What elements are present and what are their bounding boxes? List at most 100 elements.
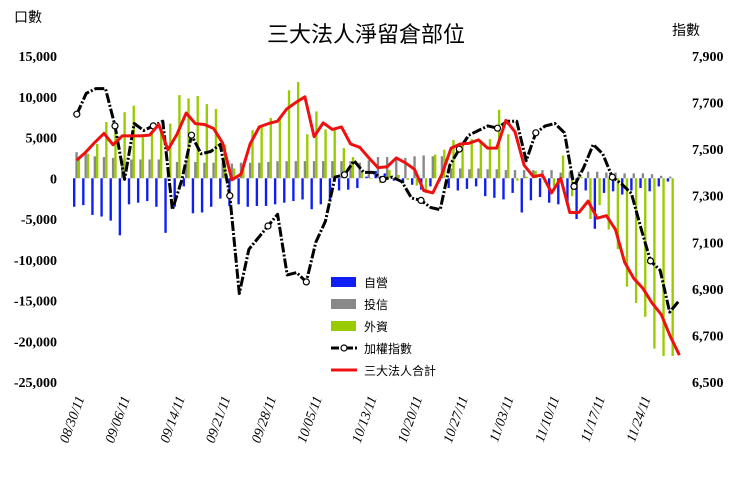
bar-trust	[614, 172, 617, 179]
bar-foreign	[470, 139, 473, 179]
x-tick-label: 11/24/11	[624, 394, 654, 444]
bar-self	[374, 170, 377, 179]
bar-self	[657, 178, 660, 187]
bar-foreign	[242, 166, 245, 179]
bar-foreign	[534, 170, 537, 179]
bar-self	[365, 176, 368, 179]
legend-label: 自營	[364, 276, 388, 290]
bar-trust	[294, 161, 297, 179]
bar-trust	[404, 157, 407, 179]
bar-trust	[230, 163, 234, 179]
bar-foreign	[507, 134, 510, 179]
bar-foreign	[306, 134, 309, 179]
bar-trust	[258, 162, 261, 179]
bar-foreign	[178, 95, 181, 179]
x-tick-label: 09/28/11	[249, 394, 280, 445]
bar-trust	[340, 161, 343, 179]
bar-foreign	[488, 139, 492, 179]
bar-foreign	[205, 104, 209, 179]
x-tick-label: 08/30/11	[58, 394, 89, 445]
bar-foreign	[324, 129, 327, 179]
legend-label: 加權指數	[364, 341, 412, 356]
bar-self	[511, 178, 514, 193]
index-point	[264, 222, 272, 230]
bar-trust	[495, 169, 498, 179]
bar-self	[319, 178, 322, 205]
bar-self	[520, 178, 523, 213]
bar-trust	[532, 170, 535, 179]
left-tick-label: -20,000	[14, 335, 57, 350]
bar-trust	[212, 162, 215, 179]
x-tick-label: 11/17/11	[579, 394, 609, 444]
bar-self	[474, 178, 478, 187]
bar-foreign	[433, 154, 437, 179]
right-axis-unit: 指數	[672, 23, 700, 39]
bar-foreign	[214, 108, 218, 179]
x-tick-label: 09/21/11	[204, 394, 235, 445]
bar-trust	[568, 171, 571, 179]
bar-self	[273, 178, 277, 205]
legend-label: 三大法人合計	[364, 363, 436, 378]
index-point	[646, 257, 655, 265]
bar-foreign	[406, 178, 409, 180]
bar-foreign	[141, 134, 145, 179]
bar-self	[246, 178, 249, 207]
bar-self	[136, 178, 140, 203]
bar-trust	[413, 156, 416, 179]
left-tick-label: 5,000	[26, 132, 58, 147]
left-axis-ticks: 15,000 10,000 5,000 0 -5,000 -10,000 -15,000 -2…	[14, 50, 57, 391]
bar-foreign	[634, 178, 638, 303]
bar-foreign	[333, 128, 336, 179]
bar-foreign	[360, 171, 364, 179]
bar-trust	[659, 175, 663, 179]
bar-self	[82, 178, 85, 206]
bar-trust	[157, 159, 160, 179]
bar-foreign	[452, 139, 455, 179]
bar-foreign	[370, 178, 373, 180]
bar-self	[575, 178, 578, 219]
bar-foreign	[516, 178, 519, 181]
bar-foreign	[607, 178, 610, 230]
bar-trust	[203, 162, 206, 179]
bar-trust	[93, 156, 97, 179]
bar-foreign	[223, 144, 227, 179]
index-point	[379, 175, 387, 183]
bar-self	[410, 178, 414, 185]
legend-swatch	[331, 299, 356, 309]
bar-foreign	[287, 90, 291, 179]
bar-self	[237, 178, 240, 205]
bar-trust	[522, 170, 526, 179]
bar-foreign	[114, 130, 117, 179]
bar-self	[328, 178, 332, 202]
right-axis-ticks: 7,900 7,700 7,500 7,300 7,100 6,900 6,700 6,500	[692, 50, 724, 391]
left-tick-label: 15,000	[19, 50, 58, 65]
right-tick-label: 6,900	[692, 283, 724, 298]
bar-self	[347, 178, 350, 190]
bar-self	[264, 178, 268, 206]
bar-self	[310, 178, 313, 210]
bar-trust	[194, 161, 197, 179]
bar-foreign	[169, 123, 172, 179]
bar-foreign	[315, 111, 318, 179]
bar-foreign	[159, 129, 163, 179]
bar-trust	[431, 156, 434, 179]
bar-self	[584, 178, 587, 191]
bar-trust	[175, 161, 179, 179]
chart-title: 三大法人淨留倉部位	[267, 22, 465, 47]
bar-self	[566, 178, 569, 206]
index-point	[493, 124, 502, 132]
bar-foreign	[86, 153, 90, 179]
index-point	[111, 122, 119, 130]
bar-self	[182, 178, 185, 187]
x-tick-label: 10/05/11	[295, 394, 326, 445]
x-tick-label: 11/03/11	[487, 394, 517, 444]
right-tick-label: 7,300	[692, 190, 724, 205]
left-tick-label: -10,000	[14, 254, 57, 269]
index-point	[455, 145, 463, 153]
left-tick-label: -25,000	[14, 376, 57, 391]
bar-foreign	[598, 178, 601, 206]
bar-foreign	[671, 178, 674, 356]
bar-foreign	[662, 178, 665, 356]
legend-label: 投信	[364, 297, 388, 312]
bar-trust	[358, 162, 361, 179]
